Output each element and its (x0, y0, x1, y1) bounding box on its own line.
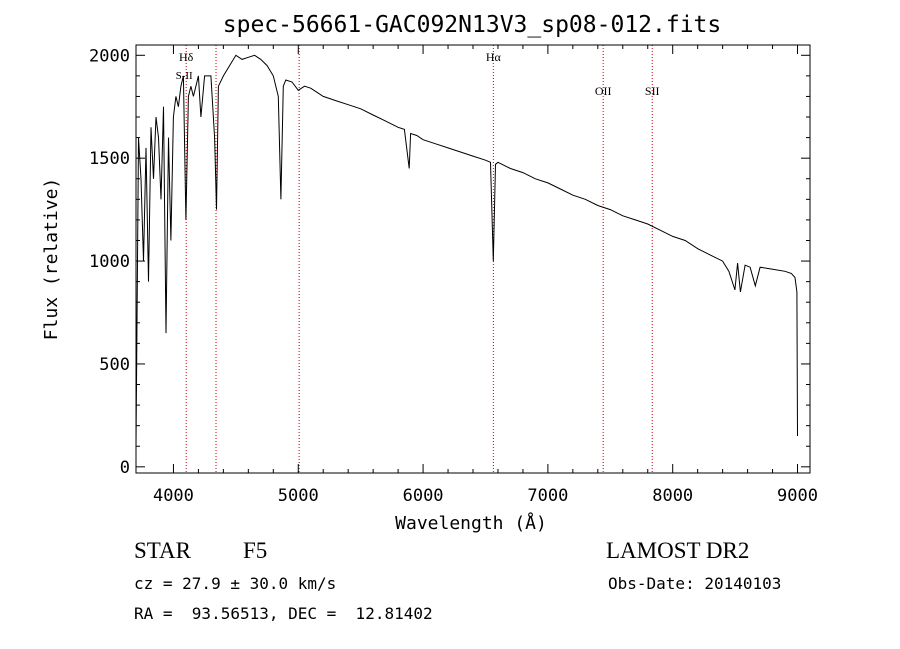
y-tick-label: 1500 (89, 149, 130, 169)
object-class: STAR (134, 538, 191, 563)
y-axis-label: Flux (relative) (41, 178, 62, 341)
x-axis: 4000 5000 6000 7000 8000 9000 (153, 45, 818, 506)
line-marker-label: Hα (486, 50, 502, 64)
y-tick-label: 1000 (89, 252, 130, 272)
overlap-marker-label: S-II (176, 70, 193, 82)
object-subclass: F5 (243, 538, 268, 563)
x-tick-label: 7000 (527, 486, 568, 506)
line-markers: Hδ Hα OII SII S-II (176, 45, 660, 473)
line-marker-label: OII (595, 84, 612, 98)
line-marker-label: SII (645, 84, 660, 98)
observation-date: Obs-Date: 20140103 (608, 574, 782, 593)
x-tick-label: 6000 (403, 486, 444, 506)
line-marker-label: Hδ (179, 50, 194, 64)
x-tick-label: 5000 (278, 486, 319, 506)
x-axis-label: Wavelength (Å) (395, 512, 547, 534)
survey-name: LAMOST DR2 (606, 538, 750, 563)
x-tick-label: 8000 (652, 486, 693, 506)
y-tick-label: 0 (120, 458, 130, 478)
y-axis: 0 500 1000 1500 2000 (89, 46, 810, 478)
y-tick-label: 2000 (89, 46, 130, 66)
x-tick-label: 9000 (777, 486, 818, 506)
spectrum-line (135, 54, 798, 447)
redshift-readout: cz = 27.9 ± 30.0 km/s (134, 574, 337, 593)
y-tick-label: 500 (99, 355, 130, 375)
coordinates: RA = 93.56513, DEC = 12.81402 (134, 604, 433, 623)
x-tick-label: 4000 (153, 486, 194, 506)
plot-frame (135, 44, 811, 474)
chart-title: spec-56661-GAC092N13V3_sp08-012.fits (223, 12, 722, 38)
